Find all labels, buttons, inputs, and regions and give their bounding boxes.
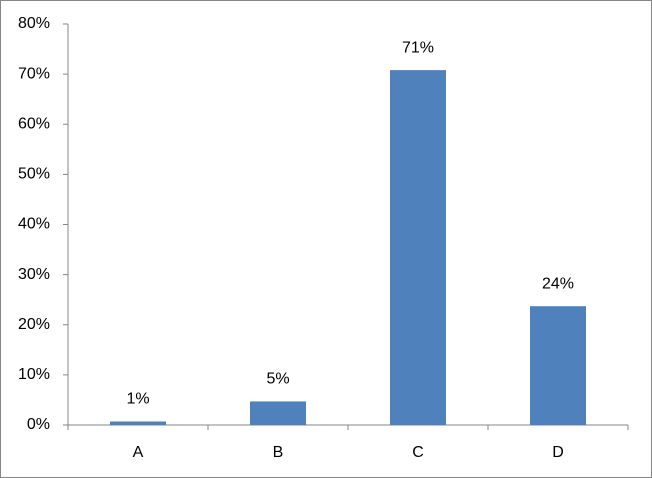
bar: [250, 401, 306, 425]
y-tick-label: 50%: [18, 166, 50, 183]
y-tick-label: 60%: [18, 115, 50, 132]
x-tick-label: D: [552, 444, 564, 461]
bar: [390, 70, 446, 426]
y-tick-label: 30%: [18, 266, 50, 283]
data-label: 5%: [266, 371, 289, 388]
y-tick-label: 40%: [18, 216, 50, 233]
bar: [530, 306, 586, 425]
data-label: 71%: [402, 39, 434, 56]
data-label: 24%: [542, 275, 574, 292]
y-tick-label: 10%: [18, 366, 50, 383]
y-tick-label: 70%: [18, 65, 50, 82]
x-tick-label: B: [273, 444, 284, 461]
data-label: 1%: [126, 391, 149, 408]
y-tick-label: 80%: [18, 15, 50, 32]
x-tick-label: C: [412, 444, 424, 461]
bar: [110, 421, 166, 425]
x-tick-label: A: [133, 444, 144, 461]
y-tick-label: 20%: [18, 316, 50, 333]
y-tick-label: 0%: [27, 416, 50, 433]
